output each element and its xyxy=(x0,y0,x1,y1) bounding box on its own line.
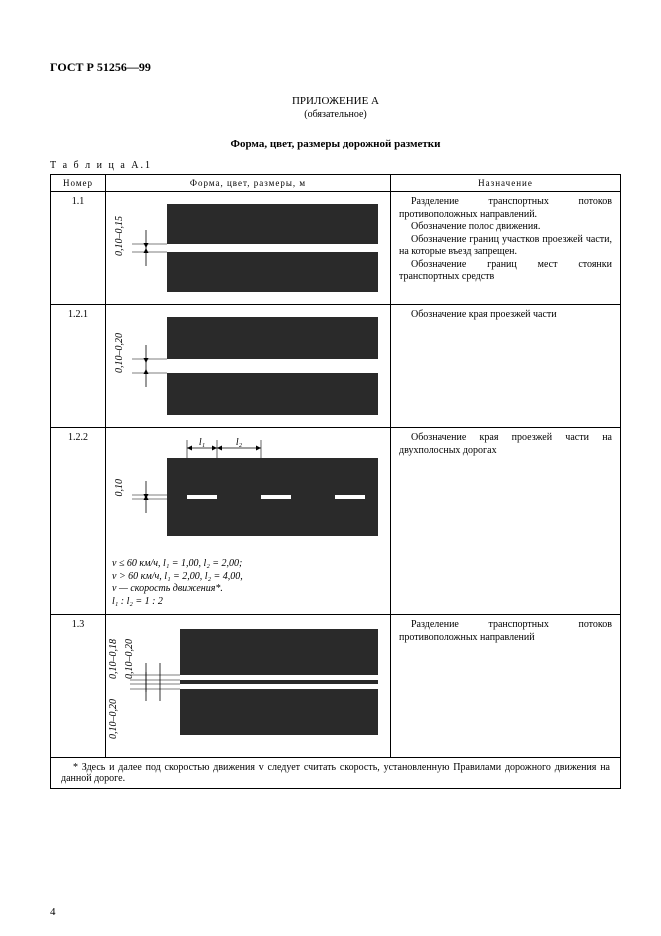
row-number: 1.3 xyxy=(51,615,106,758)
row-description: Разделение транспортных потоков противоп… xyxy=(391,615,621,758)
markings-table: Номер Форма, цвет, размеры, м Назначение… xyxy=(50,174,621,789)
appendix-title: ПРИЛОЖЕНИЕ А xyxy=(50,95,621,107)
row-description: Обозначение края проезжей части на двухп… xyxy=(391,428,621,615)
row-description: Разделение транспортных потоков противоп… xyxy=(391,192,621,305)
row-figure: 0,10–0,15 xyxy=(106,192,391,305)
page-number: 4 xyxy=(50,906,56,918)
row-number: 1.1 xyxy=(51,192,106,305)
footnote: * Здесь и далее под скоростью движения v… xyxy=(51,758,621,789)
section-title: Форма, цвет, размеры дорожной разметки xyxy=(50,138,621,150)
row-description: Обозначение края проезжей части xyxy=(391,305,621,428)
table-row: 1.2.10,10–0,20 Обозначение края проезжей… xyxy=(51,305,621,428)
row-number: 1.2.2 xyxy=(51,428,106,615)
table-row: 1.10,10–0,15 Разделение транспортных пот… xyxy=(51,192,621,305)
doc-id: ГОСТ Р 51256—99 xyxy=(50,60,621,75)
row-figure: 0,10–0,18 0,10–0,20 0,10–0,20 xyxy=(106,615,391,758)
th-desc: Назначение xyxy=(391,175,621,192)
svg-text:l₂: l₂ xyxy=(236,437,243,448)
row-figure: 0,10–0,20 xyxy=(106,305,391,428)
th-fig: Форма, цвет, размеры, м xyxy=(106,175,391,192)
th-num: Номер xyxy=(51,175,106,192)
table-row: 1.2.20,10 l₁ l₂ v ≤ 60 км/ч, l₁ = 1,00, … xyxy=(51,428,621,615)
appendix-sub: (обязательное) xyxy=(50,109,621,120)
svg-text:l₁: l₁ xyxy=(199,437,205,448)
table-label: Т а б л и ц а А.1 xyxy=(50,160,621,171)
row-number: 1.2.1 xyxy=(51,305,106,428)
row-figure: 0,10 l₁ l₂ v ≤ 60 км/ч, l₁ = 1,00, l₂ = … xyxy=(106,428,391,615)
table-row: 1.3 0,10–0,18 0,10–0,20 0,10–0,20 Раздел… xyxy=(51,615,621,758)
